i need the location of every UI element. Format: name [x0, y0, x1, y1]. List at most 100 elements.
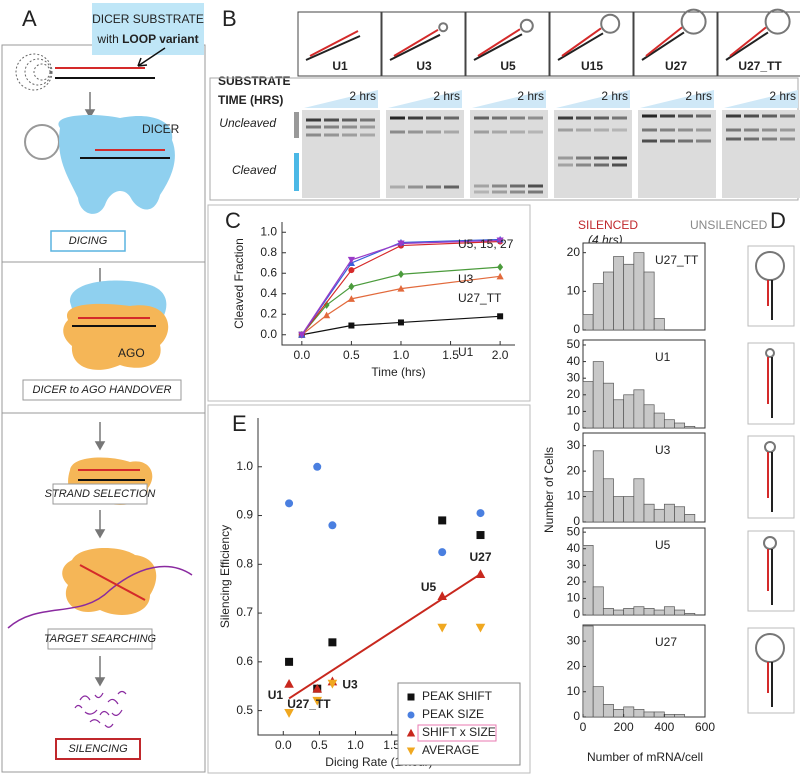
gel-band [492, 116, 507, 120]
data-point [437, 623, 448, 633]
uncleaved-bar [294, 112, 299, 138]
step-box [47, 628, 153, 650]
step-label: STRAND SELECTION [45, 488, 156, 500]
legend-highlight [417, 724, 497, 742]
y-tick-label: 0.0 [260, 327, 277, 341]
substrate-icon-box [297, 11, 382, 77]
gel-band [678, 128, 693, 132]
histogram-bar [613, 496, 625, 523]
histogram-title: U27 [655, 635, 677, 649]
panel-letter: C [225, 208, 241, 233]
gel-band [726, 137, 741, 141]
ago-shape [63, 303, 169, 370]
y-tick-label: 0.2 [260, 306, 277, 320]
strand-black [305, 35, 361, 61]
histogram-bar [633, 252, 645, 331]
series-line [301, 239, 501, 336]
histogram-bar [602, 382, 614, 429]
panel-letter: D [770, 208, 786, 233]
series-label: U27_TT [458, 291, 502, 305]
dicer-shape [58, 115, 175, 214]
step-label: DICING [69, 235, 108, 247]
gel-band [342, 125, 357, 129]
legend-box [397, 682, 521, 766]
gel-band [612, 128, 627, 132]
gel-band [426, 116, 441, 120]
gel-lane [722, 110, 800, 198]
data-point [475, 623, 486, 633]
gel-band [528, 130, 543, 134]
data-point [475, 569, 486, 579]
histogram-title: U3 [655, 443, 671, 457]
gel-band [444, 116, 459, 120]
histogram-bar [684, 612, 696, 616]
loop [24, 124, 60, 160]
gel-band [594, 163, 609, 167]
histogram-bar [643, 711, 655, 718]
panel-e-frame [207, 404, 531, 774]
gel-band [492, 130, 507, 134]
y-tick-label: 0.7 [236, 605, 253, 619]
data-point [285, 657, 294, 666]
gel-band [426, 185, 441, 189]
step-label: TARGET SEARCHING [44, 633, 157, 645]
strand-black [473, 33, 523, 61]
lane-label: U27 [665, 59, 687, 73]
loop [765, 348, 775, 358]
histogram-bar [633, 709, 645, 718]
data-point [348, 267, 355, 274]
gel-band [474, 130, 489, 134]
strand-black [389, 33, 441, 61]
legend-label: PEAK SIZE [422, 707, 484, 721]
step-label: DICER to AGO HANDOVER [33, 384, 172, 396]
gel-lane [386, 110, 464, 198]
x-axis-label: Time (hrs) [371, 365, 425, 379]
x-tick-label: 1.0 [347, 738, 364, 752]
substrate-title: DICER SUBSTRATE [92, 12, 204, 26]
series-line [301, 240, 501, 336]
time-ramp [472, 90, 546, 108]
histogram-bar [674, 714, 686, 718]
gel-band [762, 114, 777, 118]
point-label: U1 [268, 688, 284, 702]
legend-label: AVERAGE [422, 743, 479, 757]
gel-band [558, 163, 573, 167]
gel-band [576, 156, 591, 160]
histogram-bar [643, 404, 655, 429]
histogram-bar [623, 496, 635, 523]
histogram-bar [582, 314, 594, 331]
y-axis-label: Number of Cells [542, 447, 556, 533]
y-tick-label: 0.9 [236, 508, 253, 522]
time-ramp [724, 90, 798, 108]
strand-red [561, 27, 602, 57]
cleaved-bar [294, 153, 299, 191]
y-tick-label: 20 [567, 574, 581, 588]
gel-band [558, 156, 573, 160]
y-tick-label: 0 [573, 322, 580, 336]
ago-label: AGO [118, 346, 145, 360]
loop [680, 8, 707, 35]
point-label: U5 [421, 580, 437, 594]
gel-band [696, 139, 711, 143]
gel-band [660, 114, 675, 118]
y-tick-label: 0.4 [260, 286, 277, 300]
histogram-bar [684, 514, 696, 523]
panel-c-frame [207, 204, 531, 402]
loop [438, 22, 449, 33]
y-tick-label: 30 [567, 557, 581, 571]
x-tick-label: 0.0 [275, 738, 292, 752]
gel-band [762, 128, 777, 132]
x-tick-label: 1.5 [383, 738, 400, 752]
gel-band [696, 114, 711, 118]
gel-band [594, 116, 609, 120]
gel-band [660, 139, 675, 143]
substrate-icon-box [717, 11, 800, 77]
histogram-bar [633, 478, 645, 523]
data-point [285, 499, 294, 508]
gel-band [492, 184, 507, 188]
strand-red [393, 28, 439, 57]
y-tick-label: 1.0 [236, 459, 253, 473]
histogram-bar [623, 706, 635, 718]
series-line [301, 315, 501, 336]
